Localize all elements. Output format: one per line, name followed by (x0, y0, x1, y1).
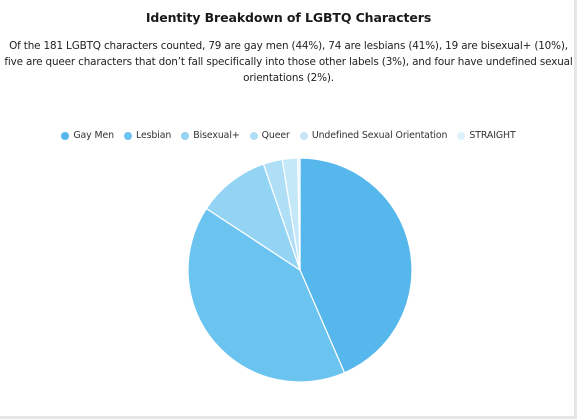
legend-item[interactable]: STRAIGHT (457, 130, 516, 141)
legend-item[interactable]: Gay Men (61, 130, 114, 141)
chart-title: Identity Breakdown of LGBTQ Characters (145, 10, 432, 25)
legend-item[interactable]: Queer (249, 130, 290, 141)
legend-label: Queer (261, 130, 290, 141)
pie-slice[interactable] (187, 207, 346, 383)
legend-swatch (181, 131, 190, 140)
pie-chart-area (0, 150, 577, 390)
legend-swatch (457, 131, 466, 140)
legend-label: Lesbian (136, 130, 172, 141)
pie-chart (187, 157, 413, 383)
legend-item[interactable]: Lesbian (124, 130, 171, 141)
legend-item[interactable]: Bisexual+ (181, 130, 240, 141)
legend-label: Gay Men (73, 130, 114, 141)
legend-swatch (249, 131, 258, 140)
legend-label: Undefined Sexual Orientation (311, 130, 448, 141)
frame-edge-right (574, 0, 577, 419)
legend-swatch (61, 131, 70, 140)
legend-label: Bisexual+ (193, 130, 240, 141)
legend-swatch (299, 131, 308, 140)
pie-slice[interactable] (299, 157, 413, 374)
pie-slice[interactable] (297, 157, 301, 271)
legend-label: STRAIGHT (469, 130, 516, 141)
chart-subtitle: Of the 181 LGBTQ characters counted, 79 … (4, 40, 573, 84)
frame-edge-bottom (0, 416, 577, 419)
pie-slice[interactable] (205, 163, 301, 271)
chart-legend: Gay Men Lesbian Bisexual+ Queer Undefined Se… (0, 130, 577, 141)
legend-swatch (124, 131, 132, 140)
legend-item[interactable]: Undefined Sexual Orientation (299, 130, 448, 141)
